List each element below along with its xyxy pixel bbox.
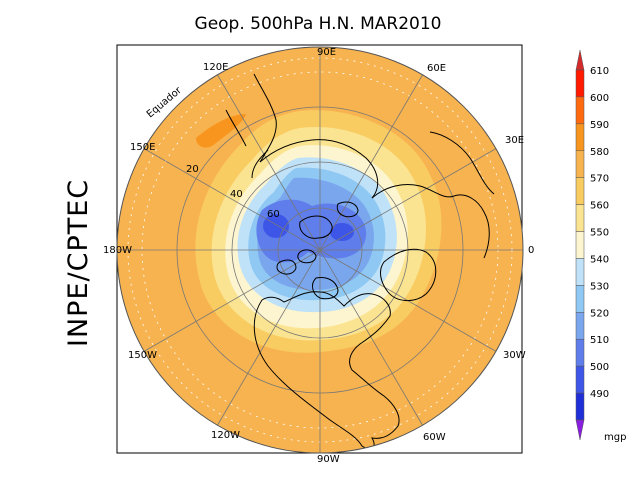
colorbar-swatch [575, 123, 585, 152]
colorbar-level-label: 490 [590, 389, 609, 400]
lon-label: 30W [503, 350, 526, 361]
colorbar-level-label: 580 [590, 147, 609, 158]
lon-label: 90W [317, 454, 340, 465]
colorbar-level-label: 560 [590, 201, 609, 212]
colorbar-swatch [575, 285, 585, 313]
colorbar-swatch [575, 312, 585, 340]
colorbar-swatch [575, 96, 585, 125]
band-500-west [263, 214, 289, 238]
lat-label: 60 [267, 209, 280, 220]
band-510 [256, 199, 367, 263]
lon-label: 60W [423, 432, 446, 443]
colorbar-unit: mgp [604, 432, 626, 443]
lon-label: 90E [317, 47, 336, 58]
colorbar-level-label: 510 [590, 335, 609, 346]
band-590 [196, 114, 246, 148]
colorbar-swatch [575, 150, 585, 178]
colorbar-swatch [575, 177, 585, 205]
lon-label: 0 [528, 245, 534, 256]
colorbar-level-label: 590 [590, 120, 609, 131]
colorbar-level-label: 600 [590, 93, 609, 104]
colorbar: 610600590580570560550540530520510500490 … [575, 49, 626, 443]
colorbar-level-label: 540 [590, 254, 609, 265]
colorbar-level-label: 500 [590, 362, 609, 373]
meridian-lines [117, 47, 523, 453]
lon-label: 60E [427, 63, 446, 74]
lat-label: 40 [230, 189, 243, 200]
lat-label: 20 [186, 164, 199, 175]
colorbar-swatch [575, 365, 585, 394]
colorbar-swatch [575, 392, 585, 421]
colorbar-level-label: 530 [590, 281, 609, 292]
lon-label: 150W [128, 350, 157, 361]
map-title: Geop. 500hPa H.N. MAR2010 [194, 14, 442, 34]
colorbar-level-label: 520 [590, 308, 609, 319]
colorbar-swatch [575, 338, 585, 367]
colorbar-top-arrow [575, 49, 585, 71]
coastlines [225, 73, 495, 450]
colorbar-swatch [575, 258, 585, 286]
longitude-labels: 90E 60E 30E 0 30W 60W 90W 120W 150W 180W… [103, 47, 534, 465]
colorbar-swatch [575, 69, 585, 98]
lon-label: 180W [103, 245, 132, 256]
lon-label: 150E [130, 142, 155, 153]
colorbar-swatch [575, 231, 585, 259]
lon-label: 30E [505, 135, 524, 146]
colorbar-level-label: 550 [590, 228, 609, 239]
colorbar-level-label: 610 [590, 66, 609, 77]
band-500-east [330, 223, 354, 241]
colorbar-bottom-arrow [575, 419, 585, 441]
map-boundary [116, 46, 524, 454]
polar-map [117, 47, 523, 453]
colorbar-swatch [575, 204, 585, 232]
lon-label: 120W [211, 430, 240, 441]
lon-label: 120E [203, 62, 228, 73]
colorbar-level-label: 570 [590, 174, 609, 185]
